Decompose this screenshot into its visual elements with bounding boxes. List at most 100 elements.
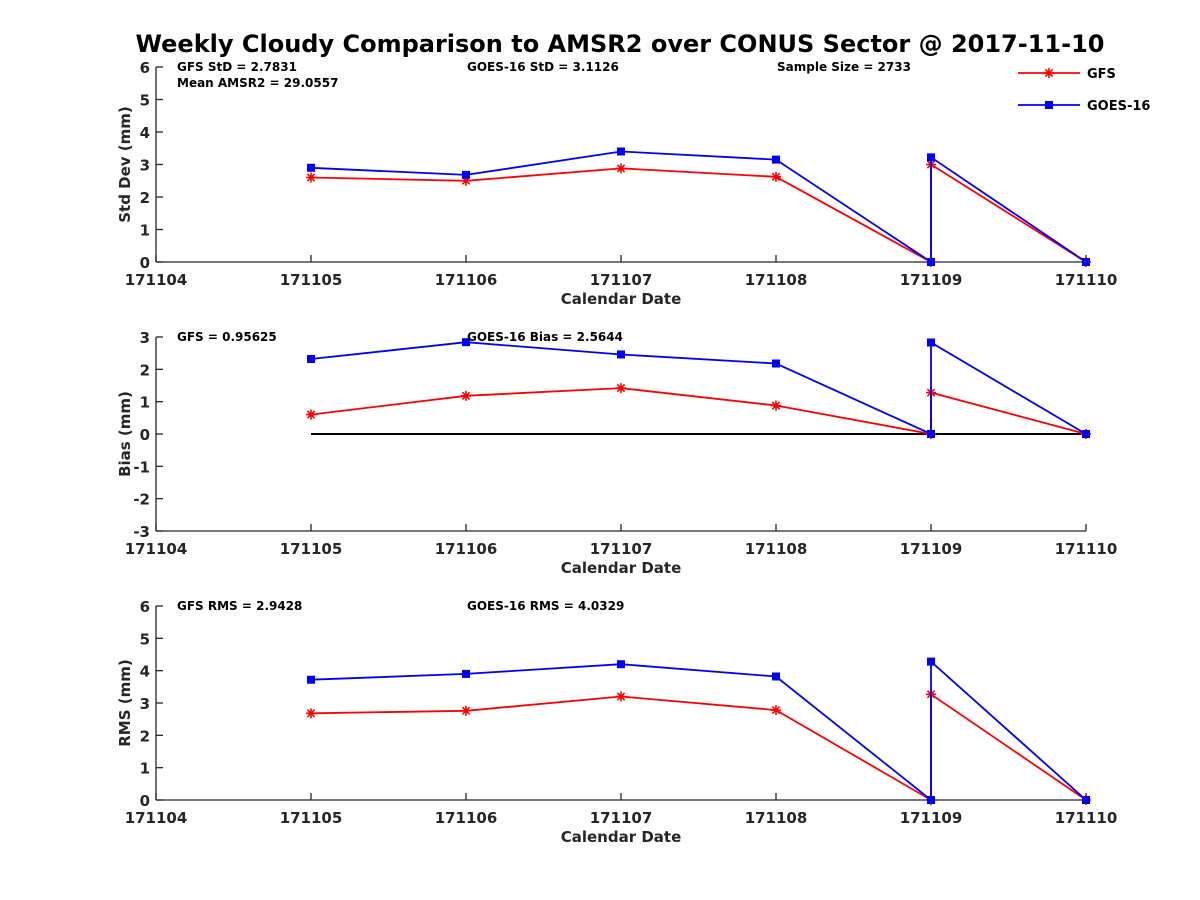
x-tick-label: 171110 [1055, 809, 1118, 827]
y-tick-label: -3 [133, 523, 150, 541]
x-tick-label: 171105 [280, 271, 343, 289]
y-tick-label: 4 [140, 124, 150, 142]
series-line-gfs [310, 387, 1087, 436]
y-tick-label: -2 [133, 491, 150, 509]
y-tick-label: 5 [140, 630, 150, 648]
x-tick-label: 171106 [435, 271, 498, 289]
stat-annotation: GOES-16 StD = 3.1126 [467, 60, 619, 74]
data-point-goes-16 [927, 430, 935, 438]
x-tick-label: 171106 [435, 809, 498, 827]
x-axis-label: Calendar Date [561, 559, 682, 577]
y-tick-label: 1 [140, 394, 150, 412]
stat-annotation: GOES-16 Bias = 2.5644 [467, 330, 623, 344]
data-point-goes-16 [927, 657, 935, 666]
data-point-goes-16 [927, 338, 935, 347]
stat-annotation: GFS StD = 2.7831 [177, 60, 297, 74]
data-point-gfs [616, 163, 626, 174]
data-point-goes-16 [617, 660, 625, 669]
x-tick-label: 171104 [125, 540, 188, 558]
data-point-gfs [306, 708, 316, 719]
data-point-gfs [771, 171, 781, 182]
stat-annotation: GOES-16 RMS = 4.0329 [467, 599, 624, 613]
x-axis-label: Calendar Date [561, 290, 682, 308]
data-point-goes-16 [927, 258, 935, 266]
data-point-gfs [306, 172, 316, 183]
data-point-goes-16 [462, 338, 470, 347]
stat-annotation: Sample Size = 2733 [777, 60, 911, 74]
y-tick-label: -1 [133, 458, 150, 476]
data-point-gfs [771, 705, 781, 716]
stat-annotation: GFS RMS = 2.9428 [177, 599, 302, 613]
x-tick-label: 171110 [1055, 540, 1118, 558]
y-tick-label: 2 [140, 361, 150, 379]
x-tick-label: 171104 [125, 809, 188, 827]
stat-annotation: Mean AMSR2 = 29.0557 [177, 76, 338, 90]
x-tick-label: 171109 [900, 809, 963, 827]
data-point-goes-16 [462, 170, 470, 179]
y-axis-label: RMS (mm) [116, 659, 134, 746]
data-point-gfs [461, 175, 471, 186]
y-tick-label: 1 [140, 760, 150, 778]
data-point-gfs [461, 390, 471, 401]
y-tick-label: 6 [140, 598, 150, 616]
y-tick-label: 0 [140, 792, 150, 810]
chart-title: Weekly Cloudy Comparison to AMSR2 over C… [135, 30, 1105, 58]
x-tick-label: 171108 [745, 540, 808, 558]
y-axis-label: Std Dev (mm) [116, 106, 134, 223]
x-tick-label: 171107 [590, 271, 653, 289]
data-point-gfs [771, 400, 781, 411]
x-tick-label: 171106 [435, 540, 498, 558]
x-tick-label: 171109 [900, 271, 963, 289]
x-tick-label: 171109 [900, 540, 963, 558]
x-tick-label: 171108 [745, 809, 808, 827]
stat-annotation: GFS = 0.95625 [177, 330, 277, 344]
y-axis-label: Bias (mm) [116, 391, 134, 477]
y-tick-label: 4 [140, 663, 150, 681]
data-point-goes-16 [307, 675, 315, 684]
data-point-goes-16 [1082, 796, 1090, 804]
data-point-goes-16 [772, 672, 780, 681]
y-tick-label: 3 [140, 329, 150, 347]
y-tick-label: 0 [140, 254, 150, 272]
y-tick-label: 5 [140, 92, 150, 110]
x-tick-label: 171110 [1055, 271, 1118, 289]
series-line-goes-16 [310, 659, 1087, 802]
y-tick-label: 1 [140, 222, 150, 240]
data-point-goes-16 [617, 350, 625, 359]
data-point-gfs [461, 705, 471, 716]
data-point-goes-16 [1082, 430, 1090, 438]
y-tick-label: 3 [140, 157, 150, 175]
x-tick-label: 171104 [125, 271, 188, 289]
x-tick-label: 171105 [280, 809, 343, 827]
data-point-goes-16 [307, 354, 315, 363]
y-tick-label: 3 [140, 695, 150, 713]
data-point-goes-16 [772, 359, 780, 368]
data-point-goes-16 [927, 796, 935, 804]
data-point-goes-16 [307, 163, 315, 172]
series-line-gfs [310, 162, 1087, 264]
data-point-gfs [306, 409, 316, 420]
x-tick-label: 171105 [280, 540, 343, 558]
x-tick-label: 171107 [590, 809, 653, 827]
y-tick-label: 6 [140, 59, 150, 77]
y-tick-label: 0 [140, 426, 150, 444]
series-line-goes-16 [310, 340, 1087, 436]
series-line-gfs [310, 692, 1087, 802]
legend-marker-gfs [1044, 68, 1054, 78]
subplot-3: 171104 171105 171106 171107 171108 171109 1711… [116, 598, 1117, 846]
data-point-gfs [616, 383, 626, 394]
legend-label-gfs: GFS [1087, 67, 1116, 82]
subplot-1: 171104 171105 171106 171107 171108 171109 1711… [116, 59, 1117, 308]
data-point-gfs [616, 691, 626, 702]
data-point-goes-16 [1082, 258, 1090, 266]
subplot-2: 171104 171105 171106 171107 171108 171109 1711… [116, 329, 1117, 577]
legend-marker-goes-16 [1045, 101, 1053, 109]
data-point-goes-16 [927, 153, 935, 162]
x-tick-label: 171107 [590, 540, 653, 558]
y-tick-label: 2 [140, 727, 150, 745]
data-point-goes-16 [462, 669, 470, 678]
legend-label-goes-16: GOES-16 [1087, 99, 1150, 114]
data-point-goes-16 [772, 155, 780, 164]
legend: GFS GOES-16 [1018, 67, 1150, 114]
